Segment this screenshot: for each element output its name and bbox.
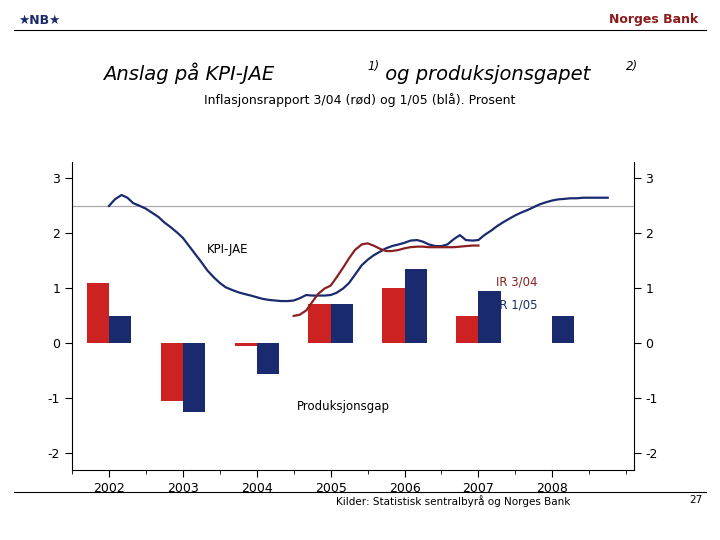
Bar (87, 283, 109, 343)
Text: 27: 27 (689, 495, 702, 505)
Bar (330, 304, 353, 343)
Text: IR 3/04: IR 3/04 (496, 275, 538, 288)
Bar (405, 269, 427, 343)
Bar (308, 304, 330, 343)
Bar (183, 343, 205, 412)
Text: 1): 1) (367, 60, 379, 73)
Bar (456, 316, 478, 343)
Bar (109, 316, 131, 343)
Text: KPI-JAE: KPI-JAE (207, 243, 248, 256)
Bar (382, 288, 405, 343)
Text: ★NB★: ★NB★ (18, 14, 60, 26)
Bar (235, 343, 257, 346)
Text: Inflasjonsrapport 3/04 (rød) og 1/05 (blå). Prosent: Inflasjonsrapport 3/04 (rød) og 1/05 (bl… (204, 93, 516, 107)
Text: Anslag på KPI-JAE: Anslag på KPI-JAE (103, 62, 274, 84)
Bar (257, 343, 279, 374)
Bar (478, 291, 500, 343)
Text: 2): 2) (626, 60, 639, 73)
Text: IR 1/05: IR 1/05 (496, 298, 538, 311)
Bar (552, 316, 575, 343)
Text: og produksjonsgapet: og produksjonsgapet (379, 65, 590, 84)
Bar (161, 343, 183, 401)
Text: Norges Bank: Norges Bank (609, 13, 698, 26)
Text: Kilder: Statistisk sentralbyrå og Norges Bank: Kilder: Statistisk sentralbyrå og Norges… (336, 495, 571, 507)
Text: Produksjonsgap: Produksjonsgap (297, 400, 390, 413)
